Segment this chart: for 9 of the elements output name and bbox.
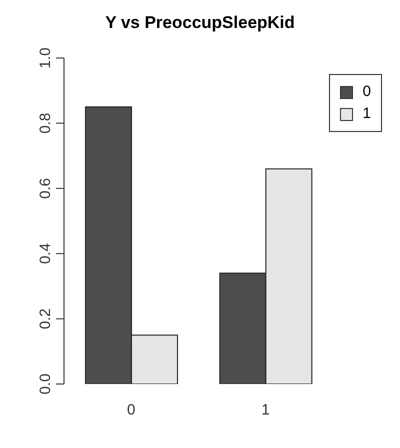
y-tick-label: 0.4 [37, 243, 54, 264]
legend-label: 1 [362, 104, 371, 124]
y-tick-label: 1.0 [37, 48, 54, 68]
y-tick-label: 0.6 [37, 178, 54, 199]
y-tick-label: 0.8 [37, 112, 54, 134]
chart-title: Y vs PreoccupSleepKid [104, 12, 296, 34]
y-tick-label: 0.2 [37, 308, 54, 330]
legend-label: 0 [362, 82, 371, 102]
y-tick-label: 0.0 [37, 374, 54, 394]
